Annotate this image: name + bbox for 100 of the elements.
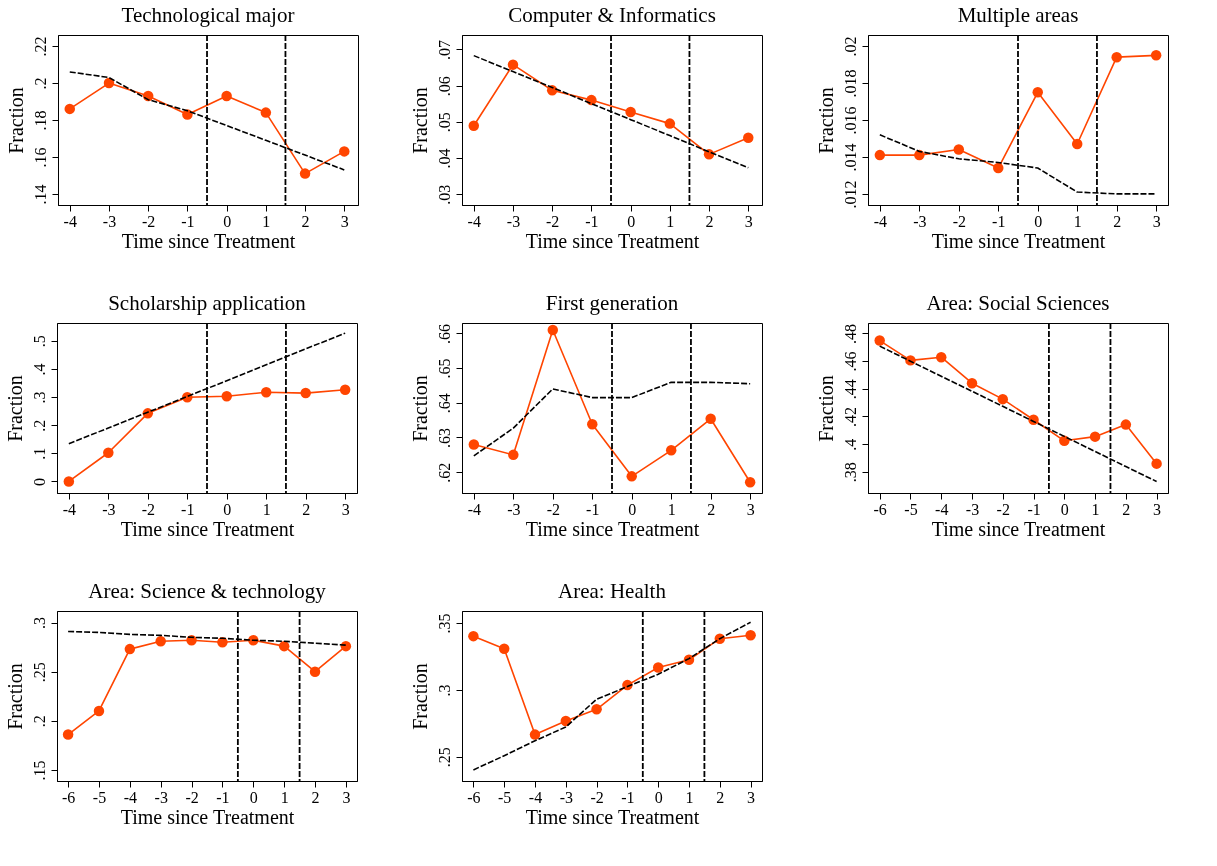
y-tick-label: .04 [435,148,453,169]
x-tick-label: 2 [716,788,725,806]
point [560,715,572,727]
x-tick-label: -1 [586,500,600,518]
point [299,168,311,179]
point [652,662,664,673]
x-tick-label: 3 [746,500,755,518]
y-tick-label: .18 [31,110,49,131]
y-tick-label: .25 [435,747,453,768]
y-tick-label: .64 [435,393,453,414]
y-tick-label: .4 [30,363,48,376]
x-tick-label: -2 [590,788,604,806]
y-tick-label: .018 [841,69,859,98]
x-tick-label: 1 [280,788,289,806]
x-tick-label: 2 [1122,500,1131,518]
x-tick-label: -1 [585,212,599,230]
x-tick-label: -2 [141,500,155,518]
y-tick-label: 0 [30,477,48,486]
x-tick-label: 1 [685,788,694,806]
point [260,107,272,118]
point [1151,458,1162,469]
y-axis-title: Fraction [814,375,837,442]
point [997,393,1009,405]
y-axis-title: Fraction [814,87,837,154]
point [665,445,677,456]
chart-title: Computer & Informatics [508,3,716,28]
point [468,439,480,450]
x-tick-label: 0 [627,212,636,230]
point [953,144,965,155]
x-tick-label: 0 [654,788,663,806]
x-tick-label: -4 [123,788,137,806]
point [507,59,519,70]
x-tick-label: -3 [913,212,927,230]
x-tick-label: 0 [223,500,232,518]
y-tick-label: .63 [435,427,453,448]
point [587,419,598,430]
point [1071,138,1083,150]
y-tick-label: .66 [435,323,453,344]
y-tick-label: .16 [31,147,49,168]
point [591,704,602,715]
point [62,729,74,740]
y-tick-label: .44 [841,379,859,400]
point [1120,419,1132,430]
x-tick-label: -5 [92,788,107,806]
point [1032,87,1043,98]
x-tick-label: -4 [467,500,482,518]
x-tick-label: 1 [666,212,675,230]
chart-title: Area: Health [558,579,667,604]
x-tick-label: -1 [992,212,1006,230]
x-tick-label: -2 [185,788,199,806]
x-tick-label: 0 [628,500,637,518]
y-tick-label: .25 [30,662,48,683]
x-axis-title: Time since Treatment [121,229,296,252]
y-tick-label: .15 [30,760,48,781]
point [993,162,1004,174]
point [1059,435,1070,447]
point [339,146,350,157]
x-tick-label: 1 [1073,212,1082,230]
chart-title: Area: Science & technology [88,579,327,604]
x-tick-label: 2 [707,500,716,518]
point [625,106,636,118]
x-tick-label: 1 [262,212,271,230]
point [124,643,136,655]
y-tick-label: .3 [30,617,48,630]
x-tick-label: -3 [506,212,521,230]
point [743,132,754,143]
point [260,387,272,398]
x-tick-label: 3 [342,788,351,806]
point [626,471,637,482]
x-tick-label: -4 [528,788,543,806]
x-tick-label: 2 [705,212,714,230]
x-tick-label: -1 [1027,500,1041,518]
point [705,413,716,424]
point [874,149,886,161]
x-tick-label: 0 [1060,500,1069,518]
point [103,77,115,89]
y-tick-label: .3 [435,684,453,697]
x-tick-label: -4 [935,500,949,518]
x-tick-label: 2 [301,212,310,230]
y-tick-label: .05 [435,112,453,133]
y-tick-label: .2 [30,419,48,432]
x-axis-title: Time since Treatment [525,229,700,252]
x-tick-label: 0 [1034,212,1043,230]
x-axis-title: Time since Treatment [120,805,295,828]
y-tick-label: .012 [841,180,859,209]
x-tick-label: -2 [996,500,1010,518]
x-tick-label: -5 [498,788,512,806]
point [664,118,676,129]
x-tick-label: -3 [507,500,521,518]
x-tick-label: -4 [62,500,77,518]
x-tick-label: 2 [1113,212,1122,230]
x-tick-label: -3 [154,788,168,806]
x-tick-label: -4 [467,212,481,230]
x-tick-label: -4 [873,212,888,230]
y-tick-label: .014 [841,143,859,172]
x-tick-label: -6 [873,500,887,518]
x-tick-label: -1 [181,212,195,230]
x-tick-label: -3 [102,500,116,518]
point [339,384,351,395]
y-tick-label: .016 [841,106,859,135]
